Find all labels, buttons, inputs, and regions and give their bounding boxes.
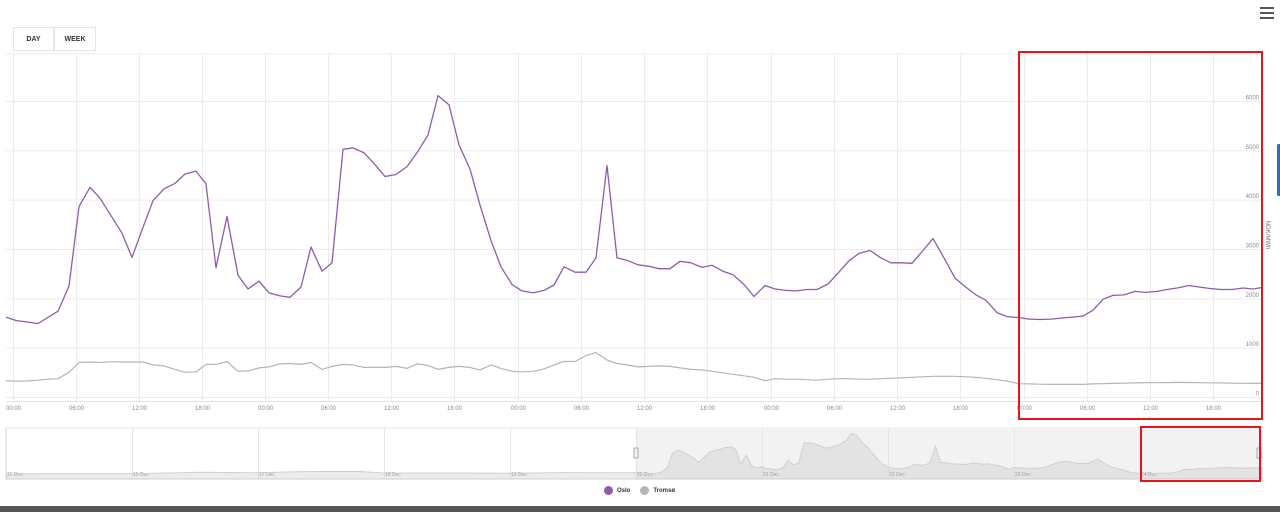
- legend-item-tromso[interactable]: Tromsø: [640, 486, 675, 495]
- navigator-date-label: 15 Dec: [7, 472, 23, 478]
- week-range-button[interactable]: WEEK: [54, 27, 96, 51]
- navigator-date-label: 19 Dec: [511, 472, 527, 478]
- x-tick-label: 06:00: [827, 406, 843, 412]
- navigator-date-label: 24 Dec: [1141, 472, 1157, 478]
- x-tick-label: 18:00: [953, 406, 969, 412]
- x-tick-label: 00:00: [1017, 406, 1033, 412]
- x-tick-label: 00:00: [6, 406, 22, 412]
- navigator-date-label: 23 Dec: [1015, 472, 1031, 478]
- range-selector: DAY WEEK: [13, 27, 96, 51]
- hamburger-menu-icon[interactable]: [1260, 7, 1274, 19]
- x-tick-label: 06:00: [1080, 406, 1096, 412]
- x-tick-label: 00:00: [764, 406, 780, 412]
- y-tick-label: 2000: [1246, 293, 1260, 299]
- navigator-left-handle[interactable]: [633, 447, 639, 459]
- legend-item-oslo[interactable]: Oslo: [604, 486, 630, 495]
- navigator-series-area: [5, 433, 1263, 480]
- navigator-selected-range[interactable]: [636, 428, 1262, 479]
- side-panel-tab[interactable]: [1277, 144, 1280, 196]
- y-tick-label: 6000: [1246, 96, 1260, 102]
- x-tick-label: 18:00: [447, 406, 463, 412]
- x-tick-label: 12:00: [384, 406, 400, 412]
- y-tick-label: 4000: [1246, 194, 1260, 200]
- x-tick-label: 12:00: [132, 406, 148, 412]
- navigator-date-label: 21 Dec: [763, 472, 779, 478]
- series-line-oslo[interactable]: [5, 94, 1263, 325]
- x-tick-label: 18:00: [195, 406, 211, 412]
- x-tick-label: 00:00: [258, 406, 274, 412]
- navigator-date-label: 18 Dec: [385, 472, 401, 478]
- x-tick-label: 06:00: [574, 406, 590, 412]
- x-tick-label: 18:00: [700, 406, 716, 412]
- x-tick-label: 12:00: [890, 406, 906, 412]
- series-line-tromso[interactable]: [5, 352, 1262, 385]
- x-tick-label: 12:00: [1143, 406, 1159, 412]
- y-tick-label: 1000: [1246, 342, 1260, 348]
- y-tick-label: 5000: [1246, 145, 1260, 151]
- y-tick-label: 0: [1256, 392, 1260, 398]
- navigator-right-handle[interactable]: [1256, 447, 1262, 459]
- x-tick-label: 00:00: [511, 406, 527, 412]
- navigator-date-label: 17 Dec: [259, 472, 275, 478]
- bottom-bar: [0, 506, 1280, 512]
- x-tick-label: 06:00: [69, 406, 85, 412]
- y-axis-title: NOK/MWh: [1264, 221, 1270, 250]
- x-tick-label: 12:00: [637, 406, 653, 412]
- y-tick-label: 3000: [1246, 244, 1260, 250]
- x-tick-label: 18:00: [1206, 406, 1222, 412]
- navigator-date-label: 16 Dec: [133, 472, 149, 478]
- chart-legend: Oslo Tromsø: [604, 486, 675, 495]
- day-range-button[interactable]: DAY: [13, 27, 54, 51]
- x-tick-label: 06:00: [321, 406, 337, 412]
- legend-label-tromso: Tromsø: [653, 487, 676, 494]
- oslo-dot-icon: [604, 486, 613, 495]
- tromso-dot-icon: [640, 486, 650, 495]
- navigator-date-label: 22 Dec: [889, 472, 905, 478]
- navigator-date-label: 20 Dec: [637, 472, 653, 478]
- legend-label-oslo: Oslo: [617, 487, 631, 494]
